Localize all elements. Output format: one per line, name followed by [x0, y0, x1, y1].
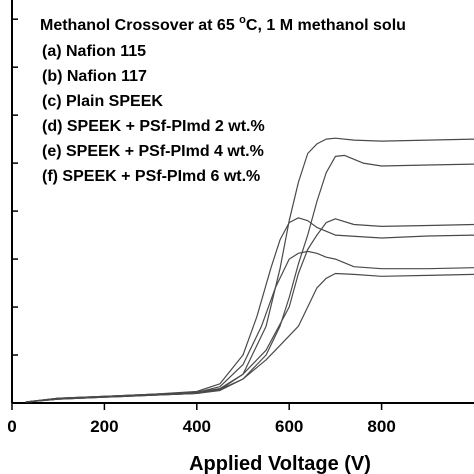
series-line-5 — [25, 218, 474, 403]
x-axis-title: Applied Voltage (V) — [189, 453, 371, 474]
legend-entry-f: (f) SPEEK + PSf-PImd 6 wt.% — [42, 168, 260, 185]
y-axis-ticks — [12, 18, 18, 356]
x-tick-label-3: 600 — [275, 417, 303, 436]
legend: (a) Nafion 115 (b) Nafion 117 (c) Plain … — [42, 43, 265, 185]
legend-entry-b: (b) Nafion 117 — [42, 68, 147, 85]
legend-entry-e: (e) SPEEK + PSf-PImd 4 wt.% — [42, 143, 264, 160]
legend-entry-c: (c) Plain SPEEK — [42, 93, 163, 110]
chart-title-part-1: Methanol Crossover at 65 — [40, 17, 239, 34]
x-tick-label-0: 0 — [7, 417, 16, 436]
chart-title-part-2: C, 1 M methanol solu — [246, 17, 406, 34]
x-tick-label-4: 800 — [367, 417, 395, 436]
series-lines — [25, 137, 474, 403]
x-tick-label-1: 200 — [90, 417, 118, 436]
x-tick-label-2: 400 — [183, 417, 211, 436]
chart-title: Methanol Crossover at 65 oC, 1 M methano… — [40, 14, 406, 34]
legend-entry-d: (d) SPEEK + PSf-PImd 2 wt.% — [42, 118, 265, 135]
x-axis-ticks: 0 200 400 600 800 — [7, 403, 396, 436]
legend-entry-a: (a) Nafion 115 — [42, 43, 146, 60]
chart-title-superscript: o — [239, 14, 246, 26]
series-line-6 — [25, 272, 474, 403]
